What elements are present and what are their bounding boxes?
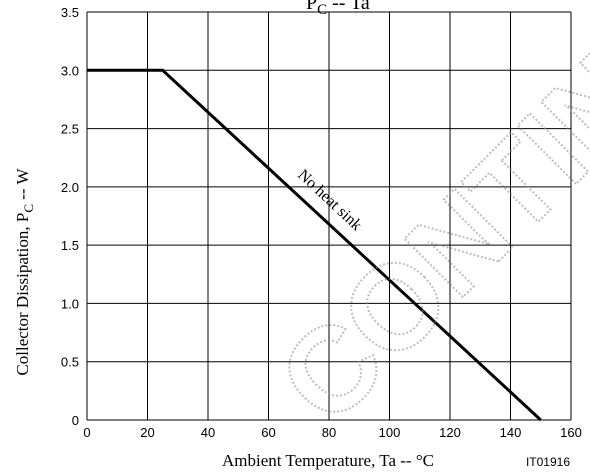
- y-tick-label: 0: [72, 413, 79, 428]
- x-tick-label: 160: [560, 425, 582, 440]
- chart-title-sub: C: [317, 2, 327, 18]
- grid: [86, 11, 572, 421]
- y-tick-label: 3.5: [61, 5, 79, 20]
- y-axis-label-sub: C: [21, 204, 36, 213]
- x-tick-label: 60: [261, 425, 275, 440]
- y-axis-label: Collector Dissipation, PC -- W: [13, 167, 36, 375]
- x-axis-label: Ambient Temperature, Ta -- °C: [222, 451, 434, 470]
- watermark-stamp: CONTINUE: [254, 0, 590, 448]
- y-tick-label: 2.0: [61, 180, 79, 195]
- series-line-no-heat-sink: [87, 68, 542, 422]
- x-tick-labels: 0 20 40 60 80 100 120 140 160: [83, 425, 581, 440]
- x-tick-label: 100: [379, 425, 401, 440]
- y-tick-label: 1.0: [61, 296, 79, 311]
- x-tick-label: 20: [140, 425, 154, 440]
- figure-code: IT01916: [526, 455, 570, 469]
- y-tick-label: 0.5: [61, 355, 79, 370]
- y-tick-label: 2.5: [61, 122, 79, 137]
- x-tick-label: 0: [83, 425, 90, 440]
- y-axis-label-main: Collector Dissipation, P: [13, 213, 32, 376]
- y-axis-label-rest: -- W: [13, 167, 32, 204]
- x-tick-label: 140: [500, 425, 522, 440]
- chart-title-main: P: [306, 0, 317, 14]
- chart-title: PC -- Ta: [306, 0, 370, 18]
- y-tick-label: 3.0: [61, 63, 79, 78]
- x-tick-label: 120: [439, 425, 461, 440]
- x-tick-label: 80: [322, 425, 336, 440]
- chart-title-rest: -- Ta: [327, 0, 370, 14]
- x-tick-label: 40: [201, 425, 215, 440]
- y-tick-labels: 0 0.5 1.0 1.5 2.0 2.5 3.0 3.5: [61, 5, 79, 428]
- y-tick-label: 1.5: [61, 238, 79, 253]
